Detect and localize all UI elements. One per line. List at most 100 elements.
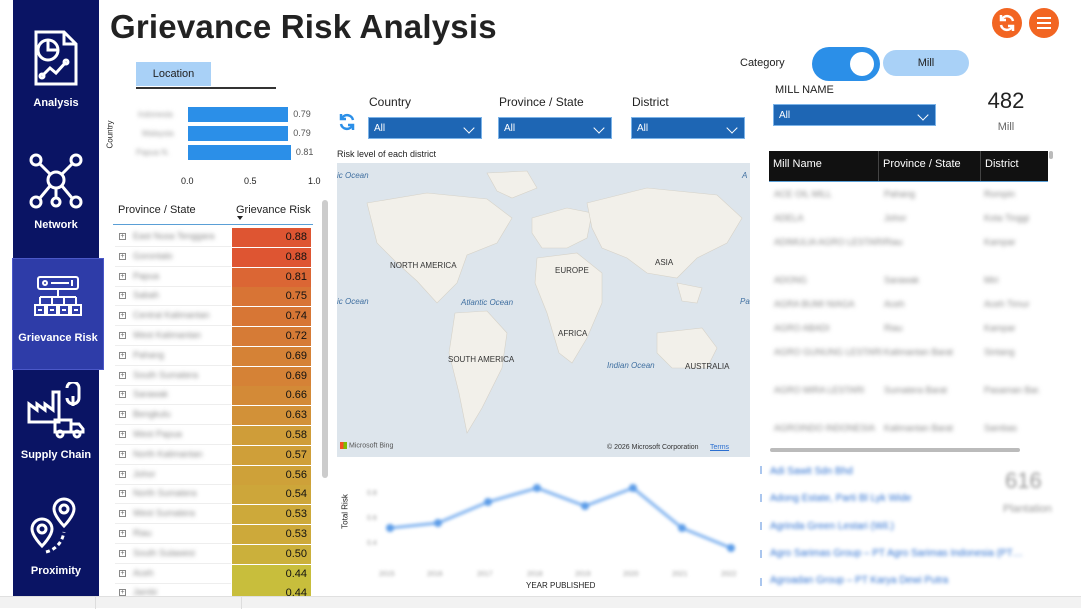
- table-row[interactable]: + West Papua: [115, 425, 231, 445]
- risk-value-cell: 0.53: [232, 525, 311, 544]
- map-terms-link[interactable]: Terms: [710, 444, 730, 451]
- nav-analysis[interactable]: Analysis: [13, 28, 99, 110]
- table-row[interactable]: + Central Kalimantan: [115, 306, 231, 327]
- expand-icon[interactable]: +: [119, 530, 126, 537]
- mill-table-header: Mill Name Province / State District: [769, 151, 1048, 181]
- province-name: Papua: [133, 270, 160, 281]
- tab-location[interactable]: Location: [136, 62, 211, 86]
- expand-icon[interactable]: +: [119, 292, 126, 300]
- province-name: Bengkulu: [133, 409, 171, 420]
- divider: [95, 597, 96, 609]
- table-row[interactable]: + Johor: [115, 465, 231, 485]
- expand-icon[interactable]: +: [119, 252, 126, 260]
- mill-count-label: Mill: [997, 121, 1015, 133]
- province-risk-table: Province / State Grievance Risk: [113, 200, 325, 596]
- plantation-link[interactable]: Adi Sawit Sdn Bhd: [770, 466, 853, 477]
- table-row[interactable]: + Gorontalo: [115, 247, 231, 267]
- plantation-link[interactable]: Agro Sarimas Group – PT Agro Sarimas Ind…: [770, 548, 1023, 559]
- col-header-mill-name[interactable]: Mill Name: [773, 158, 822, 170]
- nav-network[interactable]: Network: [13, 150, 99, 232]
- country-bar[interactable]: [188, 107, 289, 122]
- country-bar[interactable]: [188, 145, 291, 160]
- expand-icon[interactable]: +: [119, 332, 126, 339]
- expand-icon[interactable]: +: [119, 431, 126, 438]
- province-name: Pahang: [133, 349, 165, 360]
- table-row[interactable]: + Bengkulu: [115, 405, 231, 426]
- table-row[interactable]: + Sarawak: [115, 385, 231, 406]
- menu-button[interactable]: [1029, 8, 1059, 38]
- mill-table-vscrollbar[interactable]: [1049, 151, 1053, 159]
- country-label: Indonesia: [138, 110, 173, 119]
- chevron-down-icon: [917, 109, 929, 121]
- table-row[interactable]: + Papua: [115, 267, 231, 287]
- expand-icon[interactable]: +: [119, 450, 126, 458]
- nav-grievance-risk[interactable]: Grievance Risk: [12, 258, 104, 370]
- table-row[interactable]: + South Sulawesi: [115, 544, 231, 564]
- table-scrollbar[interactable]: [322, 200, 328, 478]
- mill-name-dropdown[interactable]: All: [773, 104, 936, 126]
- mill-table-hscrollbar[interactable]: [770, 448, 1020, 452]
- plantation-link[interactable]: Agroadan Group – PT Karya Dewi Putra: [770, 575, 949, 586]
- table-row[interactable]: + North Kalimantan: [115, 445, 231, 465]
- microsoft-logo-icon: [340, 442, 347, 449]
- expand-icon[interactable]: +: [119, 490, 126, 498]
- risk-map[interactable]: NORTH AMERICA EUROPE ASIA AFRICA SOUTH A…: [337, 163, 750, 457]
- col-header-grievance-risk[interactable]: Grievance Risk: [236, 204, 311, 216]
- status-bar: [0, 596, 1081, 609]
- province-name: Gorontalo: [133, 250, 173, 261]
- table-row[interactable]: + West Kalimantan: [115, 326, 231, 346]
- province-name: Sarawak: [133, 389, 169, 400]
- expand-icon[interactable]: +: [119, 272, 126, 280]
- map-title: Risk level of each district: [337, 149, 437, 159]
- svg-text:2018: 2018: [527, 571, 543, 578]
- province-name: Sabah: [133, 290, 160, 301]
- risk-value-cell: 0.63: [232, 406, 311, 426]
- svg-text:2022: 2022: [721, 571, 737, 578]
- table-row[interactable]: + Sabah: [115, 286, 231, 307]
- country-bar[interactable]: [188, 126, 289, 141]
- refresh-button[interactable]: [992, 8, 1022, 38]
- expand-icon[interactable]: +: [119, 569, 126, 577]
- mill-count: 482: [987, 88, 1025, 113]
- expand-icon[interactable]: +: [119, 589, 126, 597]
- expand-icon[interactable]: +: [119, 351, 126, 359]
- table-row[interactable]: + Riau: [115, 524, 231, 544]
- expand-icon[interactable]: +: [119, 549, 126, 557]
- table-row[interactable]: + Aceh: [115, 564, 231, 584]
- province-name: Riau: [133, 528, 152, 538]
- plantation-link[interactable]: Agrinda Green Lestari (Wil.): [770, 521, 894, 532]
- country-dropdown[interactable]: All: [368, 117, 482, 139]
- svg-text:0.6: 0.6: [367, 515, 377, 522]
- toggle-option-mill[interactable]: Mill: [883, 50, 969, 76]
- refresh-icon: [999, 14, 1015, 32]
- expand-icon[interactable]: +: [119, 391, 126, 399]
- table-row[interactable]: + North Sumatera: [115, 484, 231, 505]
- province-name: South Sumatera: [133, 369, 199, 380]
- bing-brand: Microsoft Bing: [349, 442, 394, 450]
- category-toggle[interactable]: [812, 47, 880, 81]
- plantation-link[interactable]: Adong Estate, Parti Bl Lyk Wide: [770, 493, 912, 504]
- district-dropdown[interactable]: All: [631, 117, 745, 139]
- nav-supply-chain[interactable]: Supply Chain: [13, 382, 99, 462]
- province-dropdown[interactable]: All: [498, 117, 612, 139]
- expand-icon[interactable]: +: [119, 470, 126, 478]
- table-row[interactable]: + Pahang: [115, 346, 231, 366]
- expand-icon[interactable]: +: [119, 312, 126, 320]
- col-header-province[interactable]: Province / State: [878, 151, 965, 181]
- table-row[interactable]: + West Sumatera: [115, 504, 231, 525]
- expand-icon[interactable]: +: [119, 510, 126, 518]
- expand-icon[interactable]: +: [119, 233, 126, 240]
- reset-filters-button[interactable]: [337, 112, 357, 137]
- expand-icon[interactable]: +: [119, 411, 126, 419]
- table-row[interactable]: + South Sumatera: [115, 366, 231, 386]
- page-title: Grievance Risk Analysis: [110, 8, 497, 45]
- col-header-district[interactable]: District: [980, 151, 1023, 181]
- col-header-province[interactable]: Province / State: [118, 204, 196, 216]
- ocean-label: Pa: [740, 297, 750, 306]
- bar-value-label: 0.79: [293, 128, 311, 138]
- province-name: Aceh: [133, 567, 154, 578]
- table-row[interactable]: + East Nusa Tenggara: [115, 227, 231, 247]
- expand-icon[interactable]: +: [119, 371, 126, 379]
- nav-analysis-label: Analysis: [33, 97, 79, 109]
- nav-proximity[interactable]: Proximity: [13, 496, 99, 578]
